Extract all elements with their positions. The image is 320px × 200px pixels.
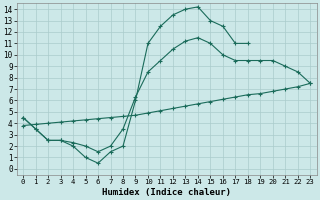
X-axis label: Humidex (Indice chaleur): Humidex (Indice chaleur) [102,188,231,197]
